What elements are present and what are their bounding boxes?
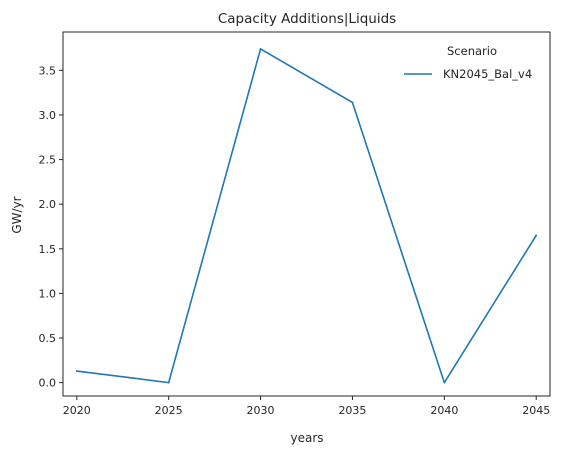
x-tick-label: 2020 xyxy=(63,404,91,417)
data-point xyxy=(351,101,354,104)
y-tick-label: 2.0 xyxy=(39,198,57,211)
x-axis: 2020 2025 2030 2035 2040 2045 xyxy=(63,396,550,417)
y-tick-label: 0.0 xyxy=(39,377,57,390)
legend-entries: KN2045_Bal_v4 xyxy=(404,67,532,81)
x-axis-label: years xyxy=(290,431,323,445)
x-tick-label: 2045 xyxy=(522,404,550,417)
x-tick-label: 2025 xyxy=(155,404,183,417)
y-tick-label: 0.5 xyxy=(39,332,57,345)
data-point xyxy=(535,234,538,237)
data-point xyxy=(259,48,262,50)
series-line xyxy=(76,48,537,384)
legend: Scenario KN2045_Bal_v4 xyxy=(404,44,532,81)
y-tick-label: 3.0 xyxy=(39,109,57,122)
y-tick-label: 3.5 xyxy=(39,64,57,77)
plot-area xyxy=(75,48,538,384)
plot-frame xyxy=(62,31,551,397)
y-axis: 0.0 0.5 1.0 1.5 2.0 2.5 3.0 3.5 xyxy=(39,64,63,390)
y-tick-label: 2.5 xyxy=(39,154,57,167)
x-tick-label: 2040 xyxy=(430,404,458,417)
x-tick-label: 2035 xyxy=(338,404,366,417)
data-point xyxy=(167,381,170,384)
x-tick-label: 2030 xyxy=(247,404,275,417)
legend-title: Scenario xyxy=(447,44,497,58)
y-tick-label: 1.0 xyxy=(39,287,57,300)
y-axis-label: GW/yr xyxy=(10,196,24,233)
y-tick-label: 1.5 xyxy=(39,243,57,256)
chart-title: Capacity Additions|Liquids xyxy=(218,11,396,27)
data-point xyxy=(75,370,78,372)
legend-label: KN2045_Bal_v4 xyxy=(443,67,532,81)
data-point xyxy=(443,381,446,384)
